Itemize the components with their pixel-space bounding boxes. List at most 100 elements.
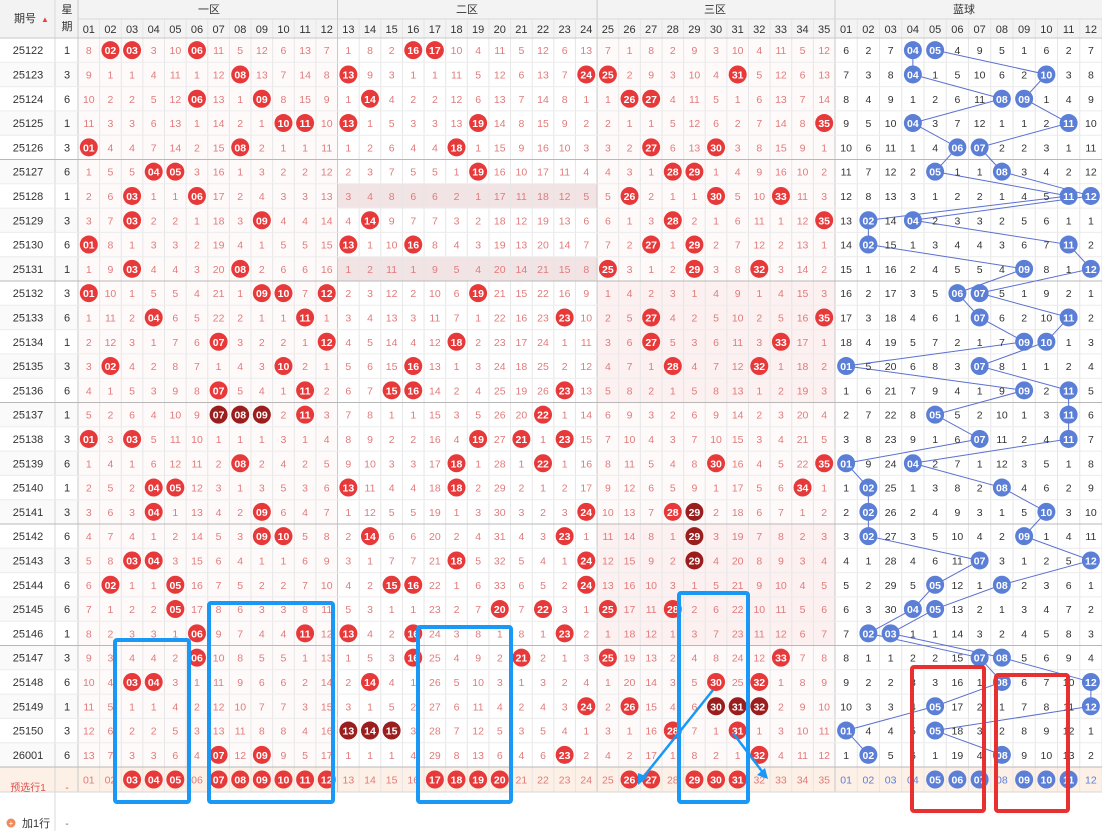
red-miss-count: 1 (454, 507, 460, 519)
preselect-red-number[interactable]: 02 (105, 775, 117, 787)
preselect-red-ball-label[interactable]: 12 (321, 775, 333, 787)
preselect-red-ball-label[interactable]: 11 (300, 775, 311, 787)
preselect-red-ball[interactable] (274, 770, 293, 789)
blue-miss-count: 3 (999, 240, 1005, 252)
red-miss-count: 6 (691, 410, 697, 422)
red-miss-count: 7 (627, 361, 633, 373)
add-row-plus[interactable]: + (9, 819, 14, 828)
preselect-blue-number[interactable]: 03 (885, 775, 897, 787)
preselect-red-number[interactable]: 25 (602, 775, 614, 787)
preselect-blue-ball-label[interactable]: 09 (1018, 775, 1030, 787)
sort-icon[interactable]: ▲ (41, 15, 49, 24)
red-miss-count: 6 (259, 677, 265, 689)
preselect-red-ball[interactable] (490, 770, 509, 789)
preselect-red-ball[interactable] (123, 770, 142, 789)
preselect-blue-number[interactable]: 01 (840, 775, 852, 787)
preselect-red-ball-label[interactable]: 27 (645, 775, 657, 787)
red-ball (620, 89, 639, 108)
preselect-red-ball-label[interactable]: 31 (732, 775, 744, 787)
preselect-blue-ball-label[interactable]: 05 (929, 775, 941, 787)
preselect-red-ball-label[interactable]: 18 (451, 775, 463, 787)
preselect-red-ball[interactable] (144, 770, 163, 789)
issue-header[interactable]: 期号 (14, 12, 36, 25)
red-miss-count: 4 (562, 726, 568, 738)
preselect-red-ball-label[interactable]: 08 (234, 775, 246, 787)
preselect-red-ball[interactable] (296, 770, 315, 789)
preselect-blue-ball[interactable] (926, 770, 945, 789)
preselect-red-ball[interactable] (425, 770, 444, 789)
red-ball-label: 16 (407, 628, 419, 640)
preselect-red-ball[interactable] (728, 770, 747, 789)
preselect-red-number[interactable]: 23 (559, 775, 571, 787)
preselect-red-ball-label[interactable]: 07 (213, 775, 225, 787)
preselect-red-number[interactable]: 15 (386, 775, 398, 787)
preselect-red-number[interactable]: 13 (343, 775, 355, 787)
preselect-red-ball[interactable] (620, 770, 639, 789)
red-miss-count: 3 (432, 118, 438, 130)
blue-miss-count: 7 (1066, 604, 1072, 616)
preselect-red-ball[interactable] (707, 770, 726, 789)
red-miss-count: 13 (797, 240, 809, 252)
preselect-red-number[interactable]: 06 (191, 775, 203, 787)
preselect-red-number[interactable]: 33 (775, 775, 787, 787)
blue-miss-count: 5 (954, 69, 960, 81)
preselect-red-ball[interactable] (469, 770, 488, 789)
red-miss-count: 3 (756, 337, 762, 349)
red-miss-count: 4 (454, 653, 460, 665)
preselect-red-ball[interactable] (642, 770, 661, 789)
red-ball (274, 357, 293, 376)
preselect-blue-ball-label[interactable]: 07 (974, 775, 986, 787)
blue-miss-count: 8 (888, 69, 894, 81)
preselect-blue-ball[interactable] (1037, 770, 1056, 789)
add-row-icon[interactable] (6, 818, 16, 828)
preselect-red-ball[interactable] (166, 770, 185, 789)
red-miss-count: 4 (605, 361, 611, 373)
preselect-red-number[interactable]: 21 (516, 775, 528, 787)
preselect-red-ball-label[interactable]: 19 (472, 775, 484, 787)
preselect-red-number[interactable]: 01 (83, 775, 95, 787)
preselect-red-ball-label[interactable]: 03 (126, 775, 138, 787)
preselect-blue-number[interactable]: 02 (863, 775, 875, 787)
preselect-red-ball-label[interactable]: 09 (256, 775, 268, 787)
preselect-red-ball[interactable] (447, 770, 466, 789)
red-ball-label: 23 (559, 750, 571, 762)
preselect-red-number[interactable]: 24 (580, 775, 592, 787)
add-row-button[interactable]: 加1行 (22, 817, 50, 830)
preselect-red-ball[interactable] (231, 770, 250, 789)
preselect-blue-ball[interactable] (948, 770, 967, 789)
red-miss-count: 3 (670, 288, 676, 300)
preselect-blue-number[interactable]: 08 (996, 775, 1008, 787)
preselect-blue-ball[interactable] (1015, 770, 1034, 789)
preselect-red-number[interactable]: 14 (364, 775, 376, 787)
red-miss-count: 6 (302, 264, 308, 276)
preselect-red-ball[interactable] (685, 770, 704, 789)
red-miss-count: 8 (108, 555, 114, 567)
preselect-red-ball-label[interactable]: 26 (624, 775, 636, 787)
preselect-red-ball[interactable] (252, 770, 271, 789)
preselect-blue-ball-label[interactable]: 10 (1041, 775, 1053, 787)
red-miss-count: 4 (670, 94, 676, 106)
preselect-red-ball-label[interactable]: 20 (494, 775, 506, 787)
red-miss-count: 1 (605, 677, 611, 689)
preselect-red-ball-label[interactable]: 05 (169, 775, 181, 787)
preselect-red-ball-label[interactable]: 17 (429, 775, 441, 787)
preselect-red-ball-label[interactable]: 04 (148, 775, 160, 787)
red-miss-count: 1 (562, 410, 568, 422)
preselect-red-number[interactable]: 16 (407, 775, 419, 787)
preselect-red-ball[interactable] (209, 770, 228, 789)
preselect-blue-ball-label[interactable]: 06 (952, 775, 964, 787)
preselect-red-ball-label[interactable]: 10 (278, 775, 290, 787)
blue-miss-count: 1 (999, 118, 1005, 130)
preselect-red-number[interactable]: 32 (753, 775, 765, 787)
preselect-red-number[interactable]: 28 (667, 775, 679, 787)
preselect-red-ball-label[interactable]: 30 (710, 775, 722, 787)
preselect-red-number[interactable]: 34 (797, 775, 809, 787)
preselect-red-ball-label[interactable]: 29 (689, 775, 701, 787)
preselect-blue-number[interactable]: 12 (1085, 775, 1097, 787)
red-miss-count: 8 (778, 531, 784, 543)
red-miss-count: 1 (627, 118, 633, 130)
red-miss-count: 6 (129, 410, 135, 422)
preselect-red-number[interactable]: 35 (818, 775, 830, 787)
red-miss-count: 6 (756, 507, 762, 519)
preselect-red-number[interactable]: 22 (537, 775, 549, 787)
